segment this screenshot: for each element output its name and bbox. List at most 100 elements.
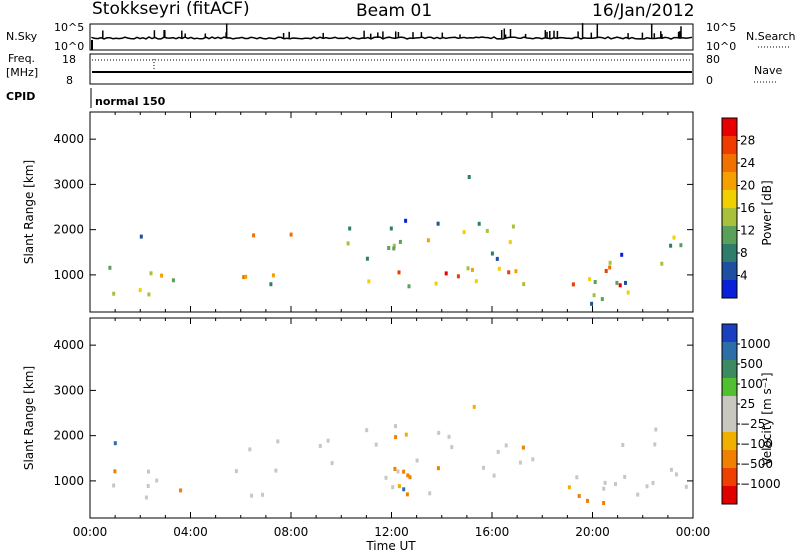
echo-cell (521, 445, 525, 450)
y-tick-label: 2000 (53, 223, 84, 237)
echo-cell (391, 485, 395, 490)
x-tick-label: 08:00 (274, 525, 309, 539)
echo-cell (261, 492, 264, 497)
freq-tick-top: 18 (62, 53, 76, 66)
echo-cell (392, 243, 396, 248)
velocity-colorbar-label: Velocity [m s⁻¹] (760, 372, 774, 465)
echo-cell (394, 435, 398, 440)
power-colorbar: 4 8 12 16 20 24 28 (721, 117, 755, 299)
echo-cell (592, 293, 596, 298)
echo-cell (508, 240, 512, 245)
beam-title: Beam 01 (356, 1, 432, 21)
echo-cell (365, 428, 369, 433)
echo-cell (485, 228, 489, 233)
echo-cell (492, 473, 496, 478)
echo-cell (112, 483, 116, 488)
nsky-line (91, 36, 693, 40)
echo-cell (274, 468, 278, 473)
colorbar-swatch (722, 190, 737, 208)
colorbar-swatch (722, 324, 737, 342)
echo-cell (374, 442, 378, 447)
echo-cell (407, 284, 411, 289)
echo-cell (511, 224, 515, 229)
colorbar-swatch (722, 378, 737, 396)
colorbar-swatch (722, 262, 737, 280)
echo-cell (514, 269, 518, 274)
echo-cell (447, 434, 451, 439)
colorbar-tick-label: 16 (740, 201, 755, 215)
colorbar-tick-label: 28 (740, 134, 755, 148)
echo-cell (669, 243, 673, 248)
colorbar-tick-label: −1000 (740, 477, 781, 491)
x-tick-labels: 00:00 04:00 08:00 12:00 16:00 20:00 00:00 (73, 525, 711, 539)
echo-cell (147, 292, 151, 297)
echo-cell (623, 474, 627, 479)
echo-cell (269, 282, 273, 287)
echo-cell (408, 475, 412, 480)
echo-cell (602, 486, 606, 491)
echo-cell (348, 226, 352, 231)
echo-cell (346, 241, 350, 246)
echo-cell (467, 175, 471, 179)
echo-cell (608, 265, 612, 270)
echo-cell (108, 265, 112, 270)
velocity-colorbar: 1000 500 100 25 −25 −100 −500 −1000 (721, 323, 781, 505)
colorbar-tick-label: −25 (740, 417, 765, 431)
echo-cell (244, 274, 248, 279)
echo-cell (567, 485, 571, 490)
nsky-trace (91, 23, 693, 50)
freq-tick-bottom: 8 (66, 74, 73, 87)
power-heatmap (108, 175, 683, 306)
date-title: 16/Jan/2012 (592, 1, 695, 21)
echo-cell (393, 466, 397, 471)
echo-cell (365, 256, 369, 261)
echo-cell (496, 449, 500, 454)
echo-cell (426, 238, 430, 243)
echo-cell (405, 492, 409, 497)
power-ylabel: Slant Range [km] (22, 160, 36, 264)
echo-cell (415, 458, 419, 463)
colorbar-tick-label: 20 (740, 179, 755, 193)
echo-cell (402, 487, 406, 492)
echo-cell (330, 461, 334, 466)
echo-cell (507, 270, 511, 275)
colorbar-swatch (722, 280, 737, 298)
echo-cell (289, 232, 293, 237)
echo-cell (466, 266, 470, 271)
x-tick-label: 12:00 (374, 525, 409, 539)
velocity-ylabel: Slant Range [km] (22, 366, 36, 470)
y-tick-label: 2000 (53, 429, 84, 443)
echo-cell (497, 266, 501, 271)
freq-panel (89, 53, 694, 85)
echo-cell (437, 430, 441, 435)
cpid-label: CPID (6, 90, 35, 103)
echo-cell (436, 221, 440, 226)
velocity-heatmap (112, 404, 688, 505)
echo-cell (600, 297, 604, 302)
echo-cell (522, 282, 526, 287)
echo-cell (586, 498, 589, 503)
x-tick-label: 16:00 (475, 525, 510, 539)
echo-cell (428, 491, 432, 496)
echo-cell (394, 424, 397, 429)
y-tick-label: 3000 (53, 177, 84, 191)
echo-cell (389, 226, 393, 231)
colorbar-swatch (722, 136, 737, 154)
echo-cell (396, 469, 400, 474)
colorbar-swatch (722, 226, 737, 244)
echo-cell (155, 478, 159, 483)
x-axis-label: Time UT (365, 539, 416, 553)
echo-cell (472, 404, 476, 409)
colorbar-tick-label: 500 (740, 357, 763, 371)
echo-cell (614, 482, 617, 487)
y-tick-label: 1000 (53, 474, 84, 488)
x-tick-label: 00:00 (676, 525, 711, 539)
echo-cell (624, 280, 627, 285)
echo-cell (618, 283, 622, 288)
echo-cell (147, 469, 150, 474)
colorbar-swatch (722, 432, 737, 450)
echo-cell (636, 492, 640, 497)
colorbar-swatch (722, 486, 737, 504)
